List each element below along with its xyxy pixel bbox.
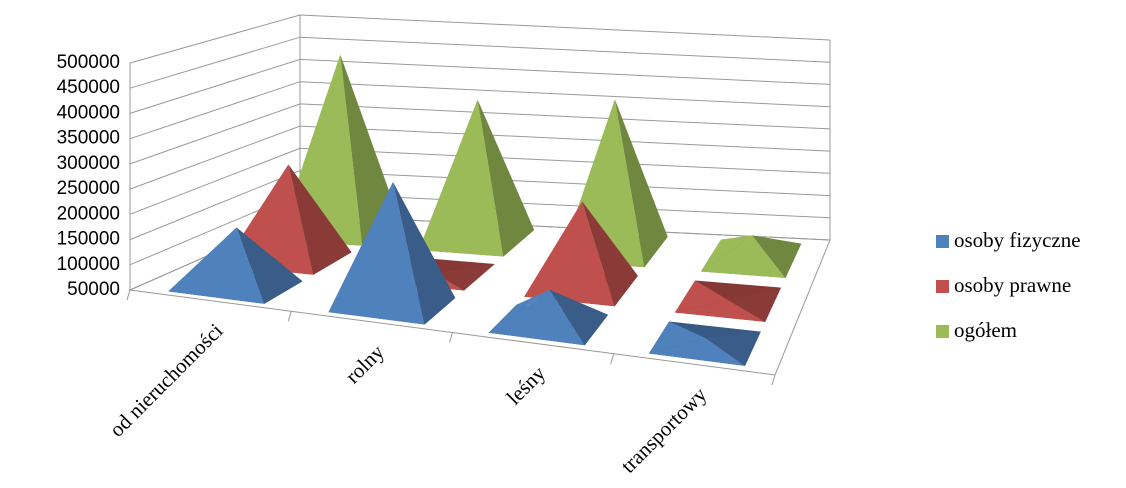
grid-line <box>129 147 831 215</box>
pyramid-face <box>674 280 730 313</box>
pyramid <box>488 289 609 346</box>
pyramid-face <box>488 289 550 333</box>
legend-swatch <box>936 280 949 293</box>
x-tick-label: leśny <box>502 361 551 410</box>
x-tick <box>287 311 292 322</box>
y-tick-label: 500000 <box>57 52 120 73</box>
grid-line <box>129 170 831 241</box>
grid-line <box>129 103 831 165</box>
pyramid-face <box>582 201 638 307</box>
pyramid-face <box>648 321 706 354</box>
pyramid-face <box>674 300 766 322</box>
pyramid-face <box>288 164 352 275</box>
pyramid-face <box>524 201 615 307</box>
pyramid <box>648 321 761 366</box>
pyramid-face <box>168 227 265 304</box>
y-tick-label: 100000 <box>57 254 120 275</box>
pyramid-face <box>393 182 456 325</box>
pyramid-face <box>705 331 761 366</box>
legend-label: ogółem <box>954 318 1017 342</box>
grid-line <box>129 125 831 190</box>
legend-swatch <box>936 235 949 248</box>
pyramid-face <box>729 287 781 322</box>
legend-label: osoby prawne <box>954 273 1071 297</box>
y-tick-label: 400000 <box>57 102 120 123</box>
pyramid-face <box>614 99 668 268</box>
pyramid <box>700 235 802 278</box>
legend-swatch <box>936 325 949 338</box>
pyramid-face <box>418 99 504 257</box>
y-tick-label: 350000 <box>57 128 120 149</box>
x-tick <box>771 374 776 386</box>
legend-label: osoby fizyczne <box>954 228 1081 252</box>
y-tick-label: 150000 <box>57 229 120 250</box>
pyramid-face <box>700 235 786 278</box>
grid-line <box>129 58 831 114</box>
pyramid-face <box>549 289 609 346</box>
grid-line <box>129 36 831 89</box>
grid-line <box>129 14 831 64</box>
pyramid-face <box>648 338 745 366</box>
pyramid-face <box>752 235 802 278</box>
x-tick-label: rolny <box>340 339 389 388</box>
y-tick-label: 250000 <box>57 178 120 199</box>
x-tick <box>610 353 615 364</box>
pyramid <box>418 99 535 257</box>
pyramid-face <box>435 264 495 291</box>
pyramid-face <box>236 227 303 304</box>
pyramid <box>328 182 456 325</box>
x-tick <box>126 289 131 301</box>
y-tick-label: 50000 <box>67 279 120 300</box>
pyramid-face <box>488 289 585 346</box>
pyramid <box>674 280 781 322</box>
x-tick-label: od nieruchomości <box>105 318 228 441</box>
y-tick-label: 200000 <box>57 203 120 224</box>
y-tick-label: 300000 <box>57 153 120 174</box>
pyramid-face <box>328 182 425 325</box>
pyramid-face <box>700 235 753 272</box>
grid-line <box>129 81 831 140</box>
x-tick-label: transportowy <box>616 382 712 478</box>
x-tick <box>449 332 453 343</box>
y-tick-label: 450000 <box>57 77 120 98</box>
pyramid-face <box>477 99 535 257</box>
pyramid <box>168 227 303 304</box>
